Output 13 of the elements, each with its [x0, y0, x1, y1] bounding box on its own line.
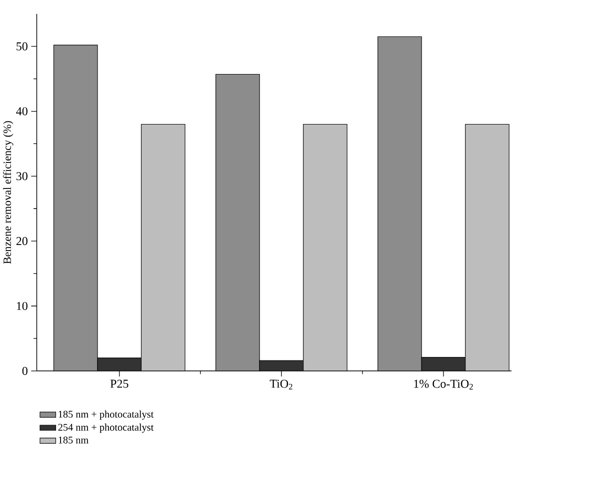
legend-label: 185 nm + photocatalyst: [58, 410, 154, 420]
x-tick-label: 1% Co-TiO$_{2}$: [414, 380, 473, 390]
legend-label: 254 nm + photocatalyst: [58, 424, 154, 433]
legend-label: 185 nm: [58, 436, 88, 444]
y-tick-label: 10: [16, 302, 28, 310]
y-tick-label: 0: [22, 366, 28, 376]
y-tick-label: 30: [16, 172, 28, 180]
y-tick-label: 50: [16, 42, 28, 51]
y-tick-label: 20: [16, 237, 28, 246]
x-tick-label: TiO$_{2}$: [270, 380, 292, 390]
x-tick-label: P25: [110, 380, 128, 388]
y-axis-title: Benzene removal efficiency (%): [3, 121, 14, 264]
y-tick-label: 40: [16, 107, 28, 116]
